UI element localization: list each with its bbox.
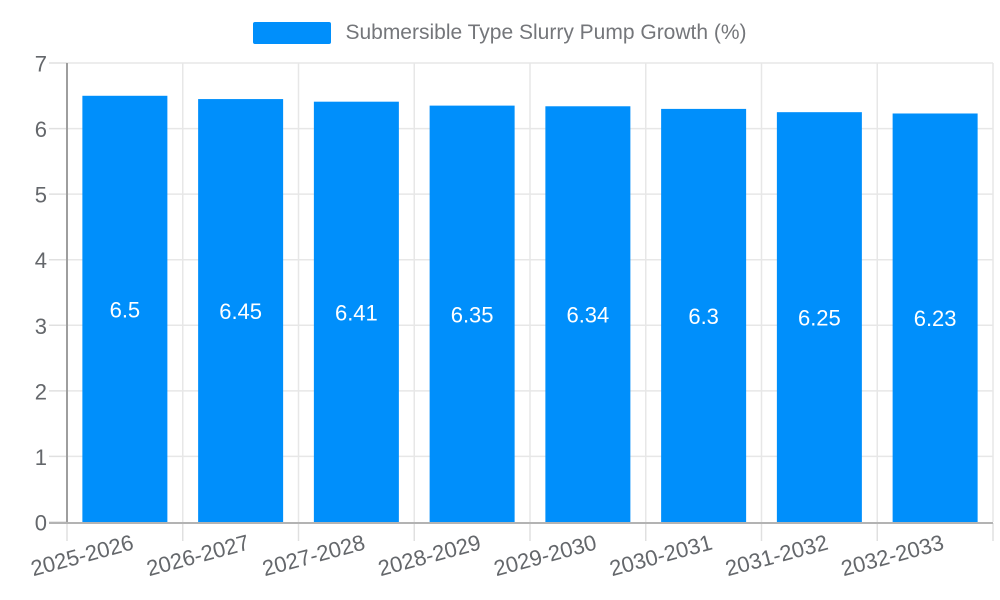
bar-value-label: 6.23 [914, 306, 957, 331]
x-axis-category-label: 2029-2030 [491, 530, 599, 581]
y-axis-tick-label: 3 [35, 314, 47, 339]
legend-label: Submersible Type Slurry Pump Growth (%) [345, 21, 747, 44]
bar [892, 113, 978, 523]
bar-value-label: 6.25 [798, 306, 841, 331]
bar [82, 95, 168, 523]
x-axis-category-label: 2032-2033 [838, 530, 946, 581]
y-axis-tick-label: 4 [35, 248, 47, 273]
y-axis-tick-label: 2 [35, 379, 47, 404]
bar [776, 112, 862, 522]
bar [313, 101, 399, 523]
y-axis-tick-label: 7 [35, 52, 47, 77]
x-axis-category-label: 2025-2026 [28, 530, 136, 581]
bar [545, 106, 631, 522]
bar-value-label: 6.5 [110, 297, 141, 322]
bar [429, 105, 515, 522]
bar [198, 99, 284, 523]
bar-value-label: 6.35 [451, 302, 494, 327]
x-axis-category-label: 2031-2032 [723, 530, 831, 581]
bar-value-label: 6.41 [335, 300, 378, 325]
legend-swatch [253, 22, 332, 44]
bar-value-label: 6.34 [566, 303, 609, 328]
y-axis-tick-label: 6 [35, 117, 47, 142]
y-axis-tick-label: 0 [35, 511, 47, 536]
bar [661, 108, 747, 523]
y-axis-tick-label: 1 [35, 445, 47, 470]
x-axis-category-label: 2026-2027 [144, 530, 252, 581]
bar-value-label: 6.45 [219, 299, 262, 324]
x-axis-category-label: 2027-2028 [260, 530, 368, 581]
x-axis-category-label: 2028-2029 [375, 530, 483, 581]
legend-item[interactable]: Submersible Type Slurry Pump Growth (%) [0, 20, 1000, 46]
y-axis-tick-label: 5 [35, 183, 47, 208]
x-axis-category-label: 2030-2031 [607, 530, 715, 581]
bar-value-label: 6.3 [688, 304, 719, 329]
